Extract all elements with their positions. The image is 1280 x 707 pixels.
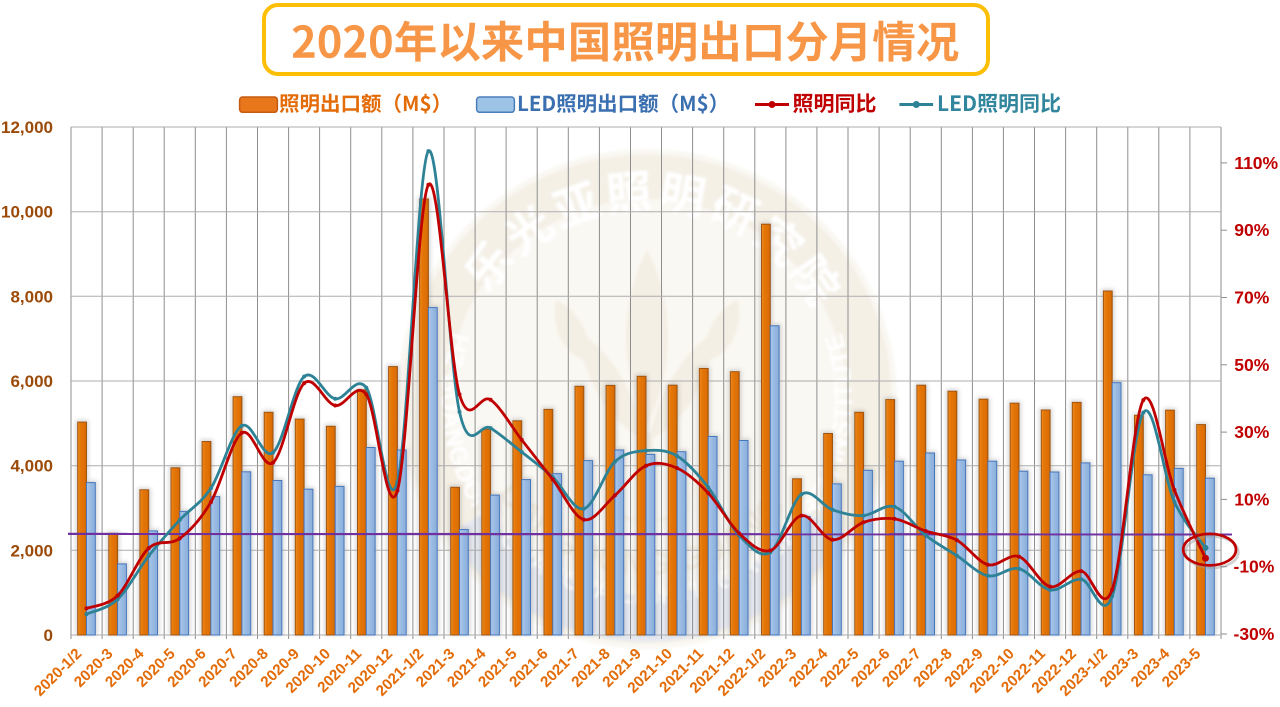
svg-text:70%: 70% <box>1234 288 1269 308</box>
svg-text:110%: 110% <box>1234 153 1278 173</box>
svg-text:6,000: 6,000 <box>10 372 53 391</box>
svg-text:90%: 90% <box>1234 220 1269 240</box>
svg-text:30%: 30% <box>1234 422 1269 442</box>
svg-text:-10%: -10% <box>1234 557 1275 577</box>
svg-text:10%: 10% <box>1234 489 1269 509</box>
svg-text:2,000: 2,000 <box>10 541 53 560</box>
svg-text:-30%: -30% <box>1234 624 1275 644</box>
svg-text:0: 0 <box>44 626 53 645</box>
svg-text:10,000: 10,000 <box>1 203 53 222</box>
svg-text:12,000: 12,000 <box>1 118 53 137</box>
svg-text:8,000: 8,000 <box>10 287 53 306</box>
svg-text:4,000: 4,000 <box>10 457 53 476</box>
svg-text:50%: 50% <box>1234 355 1269 375</box>
